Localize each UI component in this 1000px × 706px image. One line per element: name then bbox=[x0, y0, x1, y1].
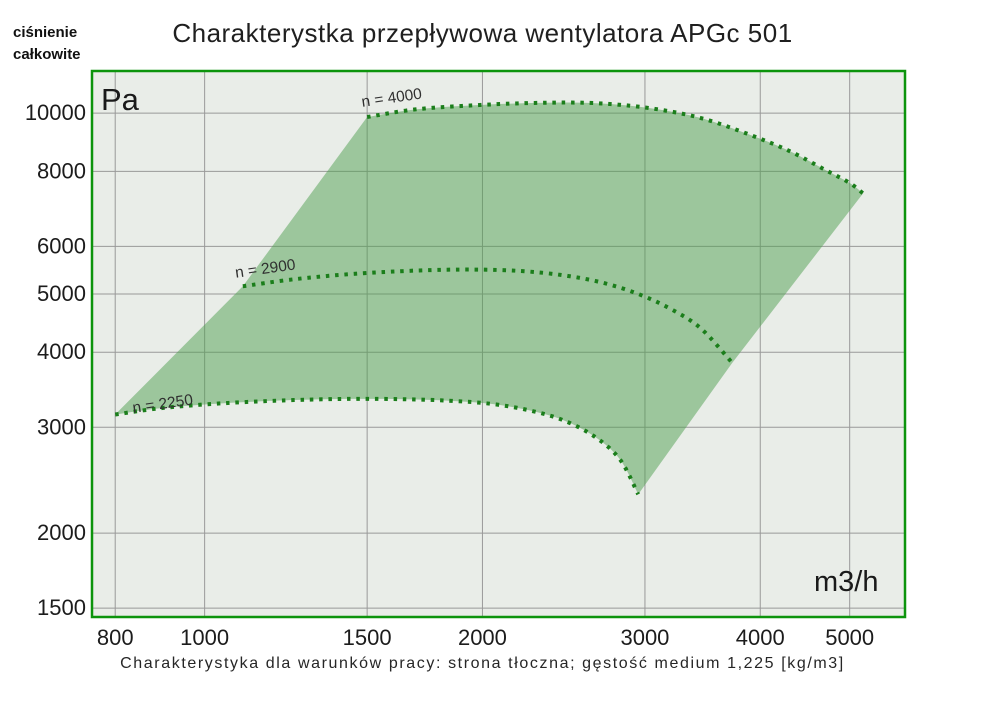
x-tick-label: 4000 bbox=[736, 625, 785, 650]
x-tick-label: 1500 bbox=[343, 625, 392, 650]
operating-conditions-caption: Charakterystyka dla warunków pracy: stro… bbox=[120, 655, 845, 672]
y-tick-label: 2000 bbox=[37, 520, 86, 545]
y-tick-label: 4000 bbox=[37, 339, 86, 364]
y-axis-title-line1: ciśnienie bbox=[13, 24, 78, 41]
y-tick-label: 10000 bbox=[25, 100, 86, 125]
chart-title: Charakterystka przepływowa wentylatora A… bbox=[172, 18, 793, 48]
curve-n-2250 bbox=[114, 396, 641, 496]
y-tick-label: 6000 bbox=[37, 233, 86, 258]
y-tick-label: 5000 bbox=[37, 281, 86, 306]
x-tick-label: 5000 bbox=[825, 625, 874, 650]
x-tick-label: 1000 bbox=[180, 625, 229, 650]
y-axis-title-line2: całkowite bbox=[13, 46, 81, 63]
y-tick-label: 3000 bbox=[37, 414, 86, 439]
y-tick-label: 1500 bbox=[37, 595, 86, 620]
y-unit-label: Pa bbox=[101, 82, 139, 117]
y-axis-title: ciśnienie całkowite bbox=[13, 22, 81, 66]
plot-border bbox=[90, 69, 907, 619]
operating-region bbox=[115, 102, 864, 495]
x-tick-label: 3000 bbox=[620, 625, 669, 650]
x-tick-label: 800 bbox=[97, 625, 134, 650]
x-unit-label: m3/h bbox=[814, 566, 879, 598]
y-tick-label: 8000 bbox=[37, 158, 86, 183]
x-tick-label: 2000 bbox=[458, 625, 507, 650]
curve-n-2900 bbox=[242, 267, 734, 365]
